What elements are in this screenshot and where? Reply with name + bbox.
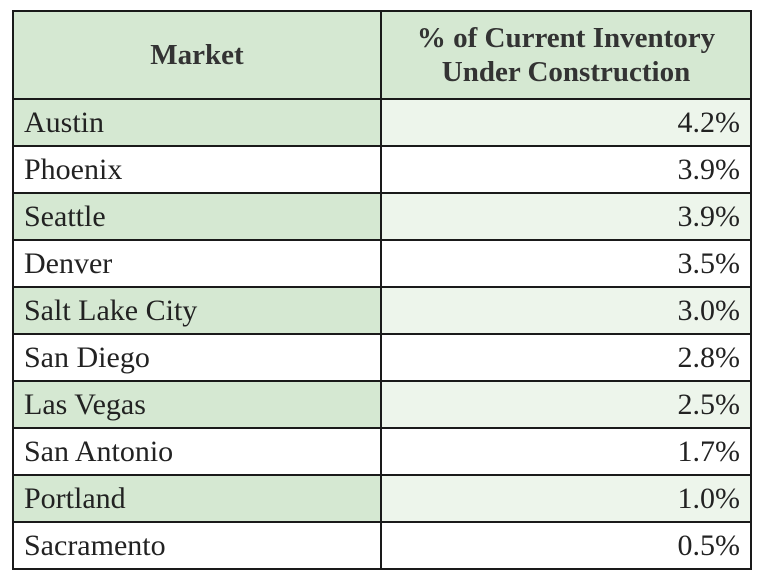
- table-row: Sacramento 0.5%: [12, 521, 752, 570]
- header-percent-line-2: Under Construction: [441, 56, 691, 88]
- market-cell: Salt Lake City: [12, 286, 382, 335]
- market-cell: San Antonio: [12, 427, 382, 476]
- market-cell: Portland: [12, 474, 382, 523]
- market-cell: Phoenix: [12, 145, 382, 194]
- inventory-table: Market % of Current Inventory Under Cons…: [12, 10, 752, 570]
- value-cell: 3.9%: [380, 145, 752, 194]
- market-cell: Seattle: [12, 192, 382, 241]
- header-percent-line-1: % of Current Inventory: [416, 22, 716, 54]
- table-row: Portland 1.0%: [12, 474, 752, 523]
- header-percent: % of Current Inventory Under Constructio…: [380, 10, 752, 100]
- value-cell: 3.0%: [380, 286, 752, 335]
- value-cell: 0.5%: [380, 521, 752, 570]
- market-cell: Denver: [12, 239, 382, 288]
- table-row: Seattle 3.9%: [12, 192, 752, 241]
- value-cell: 3.5%: [380, 239, 752, 288]
- market-cell: Las Vegas: [12, 380, 382, 429]
- table-row: Salt Lake City 3.0%: [12, 286, 752, 335]
- value-cell: 3.9%: [380, 192, 752, 241]
- table-row: San Antonio 1.7%: [12, 427, 752, 476]
- table-header: Market % of Current Inventory Under Cons…: [12, 10, 752, 100]
- table-row: Austin 4.2%: [12, 98, 752, 147]
- table-row: Denver 3.5%: [12, 239, 752, 288]
- value-cell: 2.8%: [380, 333, 752, 382]
- value-cell: 2.5%: [380, 380, 752, 429]
- table-row: Las Vegas 2.5%: [12, 380, 752, 429]
- value-cell: 4.2%: [380, 98, 752, 147]
- market-cell: Austin: [12, 98, 382, 147]
- value-cell: 1.0%: [380, 474, 752, 523]
- header-market: Market: [12, 10, 382, 100]
- market-cell: Sacramento: [12, 521, 382, 570]
- value-cell: 1.7%: [380, 427, 752, 476]
- header-row: Market % of Current Inventory Under Cons…: [12, 10, 752, 100]
- table-body: Austin 4.2% Phoenix 3.9% Seattle 3.9% Denver 3.…: [12, 98, 752, 570]
- table-row: San Diego 2.8%: [12, 333, 752, 382]
- market-cell: San Diego: [12, 333, 382, 382]
- table-row: Phoenix 3.9%: [12, 145, 752, 194]
